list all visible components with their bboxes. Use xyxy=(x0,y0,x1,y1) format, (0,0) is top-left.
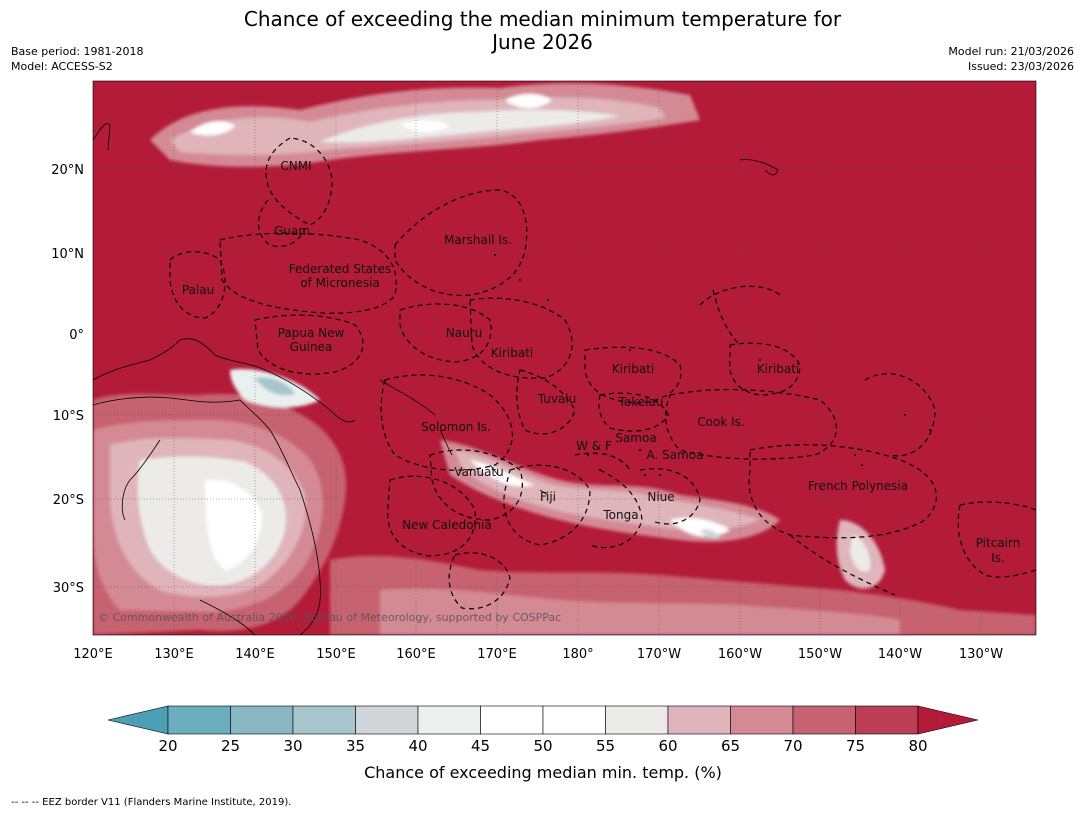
y-tick: 30°S xyxy=(53,581,84,596)
label-png-2: Guinea xyxy=(290,340,333,354)
colorbar-segment xyxy=(167,705,231,735)
y-tick: 0° xyxy=(69,328,84,343)
model-run: Model run: 21/03/2026 xyxy=(948,45,1074,58)
base-period: Base period: 1981-2018 xyxy=(11,45,144,58)
colorbar-segment xyxy=(355,705,419,735)
x-tick: 180° xyxy=(562,647,593,662)
map-area: CNMI Guam Marshall Is. Federated States … xyxy=(93,81,1036,635)
x-tick: 150°E xyxy=(316,647,356,662)
colorbar-segment xyxy=(730,705,794,735)
title-line-2: June 2026 xyxy=(492,30,593,54)
y-axis: 20°N 10°N 0° 10°S 20°S 30°S xyxy=(51,163,84,596)
label-png-1: Papua New xyxy=(278,326,345,340)
map-frame xyxy=(92,80,1037,636)
title-line-1: Chance of exceeding the median minimum t… xyxy=(243,7,842,31)
model-name: Model: ACCESS-S2 xyxy=(11,60,113,73)
x-tick: 120°E xyxy=(73,647,113,662)
colorbar-title: Chance of exceeding median min. temp. (%… xyxy=(364,763,722,782)
colorbar-segment xyxy=(667,705,731,735)
colorbar-segment xyxy=(480,705,544,735)
colorbar-segment xyxy=(792,705,856,735)
colorbar-segment xyxy=(605,705,669,735)
y-tick: 20°N xyxy=(51,163,84,178)
colorbar-tick: 75 xyxy=(846,737,865,755)
label-nauru: Nauru xyxy=(446,326,482,340)
label-kiribati-e: Kiribati xyxy=(757,362,799,376)
y-tick: 10°N xyxy=(51,247,84,262)
x-tick: 160°E xyxy=(396,647,436,662)
label-vanuatu: Vanuatu xyxy=(454,465,504,479)
colorbar-over-arrow xyxy=(917,705,979,735)
colorbar-tick: 20 xyxy=(158,737,177,755)
copyright-notice: © Commonwealth of Australia 2026, Bureau… xyxy=(98,611,561,624)
label-kiribati-c: Kiribati xyxy=(612,362,654,376)
label-new-caledonia: New Caledonia xyxy=(402,518,492,532)
colorbar-tick: 30 xyxy=(283,737,302,755)
label-cook: Cook Is. xyxy=(697,415,744,429)
label-cnmi: CNMI xyxy=(280,159,311,173)
meta-left: Base period: 1981-2018 Model: ACCESS-S2 xyxy=(11,44,143,74)
label-samoa: Samoa xyxy=(615,431,656,445)
label-fiji: Fiji xyxy=(540,490,556,504)
label-fsm-2: of Micronesia xyxy=(300,276,380,290)
x-tick: 160°W xyxy=(718,647,762,662)
x-tick: 140°E xyxy=(235,647,275,662)
map-title: Chance of exceeding the median minimum t… xyxy=(0,8,1085,54)
label-palau: Palau xyxy=(182,283,214,297)
colorbar-tick: 80 xyxy=(908,737,927,755)
colorbar-tick: 45 xyxy=(471,737,490,755)
x-axis: 120°E 130°E 140°E 150°E 160°E 170°E 180°… xyxy=(73,647,1003,662)
colorbar-tick: 60 xyxy=(658,737,677,755)
x-tick: 150°W xyxy=(798,647,842,662)
colorbar xyxy=(107,705,979,735)
label-french-polynesia: French Polynesia xyxy=(808,479,908,493)
label-guam: Guam xyxy=(274,224,310,238)
colorbar-segment xyxy=(855,705,919,735)
colorbar-segment xyxy=(542,705,606,735)
colorbar-tick: 25 xyxy=(221,737,240,755)
colorbar-tick: 40 xyxy=(408,737,427,755)
label-tokelau: Tokelau xyxy=(618,395,664,409)
label-wf: W & F xyxy=(576,439,612,453)
label-marshall: Marshall Is. xyxy=(444,233,512,247)
label-niue: Niue xyxy=(647,490,674,504)
gridlines xyxy=(93,81,1036,635)
x-tick: 130°W xyxy=(959,647,1003,662)
region-labels: CNMI Guam Marshall Is. Federated States … xyxy=(182,159,1020,565)
eez-borders xyxy=(169,137,1036,610)
meta-right: Model run: 21/03/2026 Issued: 23/03/2026 xyxy=(948,44,1074,74)
x-tick: 170°E xyxy=(477,647,517,662)
colorbar-tick: 35 xyxy=(346,737,365,755)
colorbar-segment xyxy=(230,705,294,735)
colorbar-tick: 70 xyxy=(783,737,802,755)
label-tuvalu: Tuvalu xyxy=(537,392,577,406)
y-tick: 20°S xyxy=(53,493,84,508)
y-tick: 10°S xyxy=(53,409,84,424)
label-fsm-1: Federated States xyxy=(289,262,391,276)
colorbar-tick: 65 xyxy=(721,737,740,755)
northern-band xyxy=(150,83,700,167)
label-kiribati-w: Kiribati xyxy=(491,346,533,360)
label-solomon: Solomon Is. xyxy=(421,420,491,434)
issued-date: Issued: 23/03/2026 xyxy=(967,60,1074,73)
label-asamoa: A. Samoa xyxy=(647,448,704,462)
colorbar-ticks: 20 25 30 35 40 45 50 55 60 65 70 75 80 xyxy=(158,737,927,755)
eez-footnote: -- -- -- EEZ border V11 (Flanders Marine… xyxy=(11,797,292,808)
x-tick: 170°W xyxy=(637,647,681,662)
label-tonga: Tonga xyxy=(602,508,638,522)
colorbar-segment xyxy=(292,705,356,735)
coastlines xyxy=(93,123,779,635)
colorbar-under-arrow xyxy=(107,705,169,735)
x-tick: 140°W xyxy=(878,647,922,662)
label-pitcairn-1: Pitcairn xyxy=(976,536,1021,550)
island-dots xyxy=(494,254,931,476)
label-pitcairn-2: Is. xyxy=(991,551,1005,565)
x-tick: 130°E xyxy=(154,647,194,662)
colorbar-tick: 50 xyxy=(533,737,552,755)
colorbar-tick: 55 xyxy=(596,737,615,755)
colorbar-segment xyxy=(417,705,481,735)
